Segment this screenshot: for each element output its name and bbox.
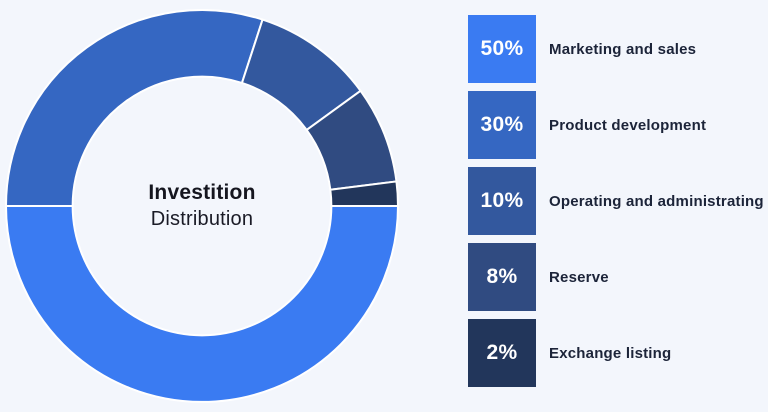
legend-label: Marketing and sales (549, 40, 697, 58)
donut-chart: Investition Distribution (5, 9, 399, 403)
legend-swatch: 50% (468, 15, 536, 83)
legend-percent: 50% (480, 37, 524, 60)
donut-segment-0 (5, 205, 399, 403)
legend-swatch: 2% (468, 319, 536, 387)
legend: 50% Marketing and sales 30% Product deve… (468, 15, 764, 387)
legend-item: 8% Reserve (468, 243, 764, 311)
legend-percent: 8% (486, 265, 518, 288)
legend-percent: 2% (486, 341, 518, 364)
legend-label: Operating and administrating (549, 192, 764, 210)
legend-item: 10% Operating and administrating (468, 167, 764, 235)
legend-label: Exchange listing (549, 344, 672, 362)
donut-segment-1 (5, 9, 264, 207)
donut-svg (5, 9, 399, 403)
legend-percent: 30% (480, 113, 524, 136)
legend-percent: 10% (480, 189, 524, 212)
donut-segment-4 (329, 180, 399, 207)
legend-label: Product development (549, 116, 707, 134)
legend-label: Reserve (549, 268, 609, 286)
legend-swatch: 10% (468, 167, 536, 235)
donut-segments (5, 9, 399, 403)
legend-item: 2% Exchange listing (468, 319, 764, 387)
legend-swatch: 30% (468, 91, 536, 159)
legend-item: 50% Marketing and sales (468, 15, 764, 83)
legend-item: 30% Product development (468, 91, 764, 159)
legend-swatch: 8% (468, 243, 536, 311)
